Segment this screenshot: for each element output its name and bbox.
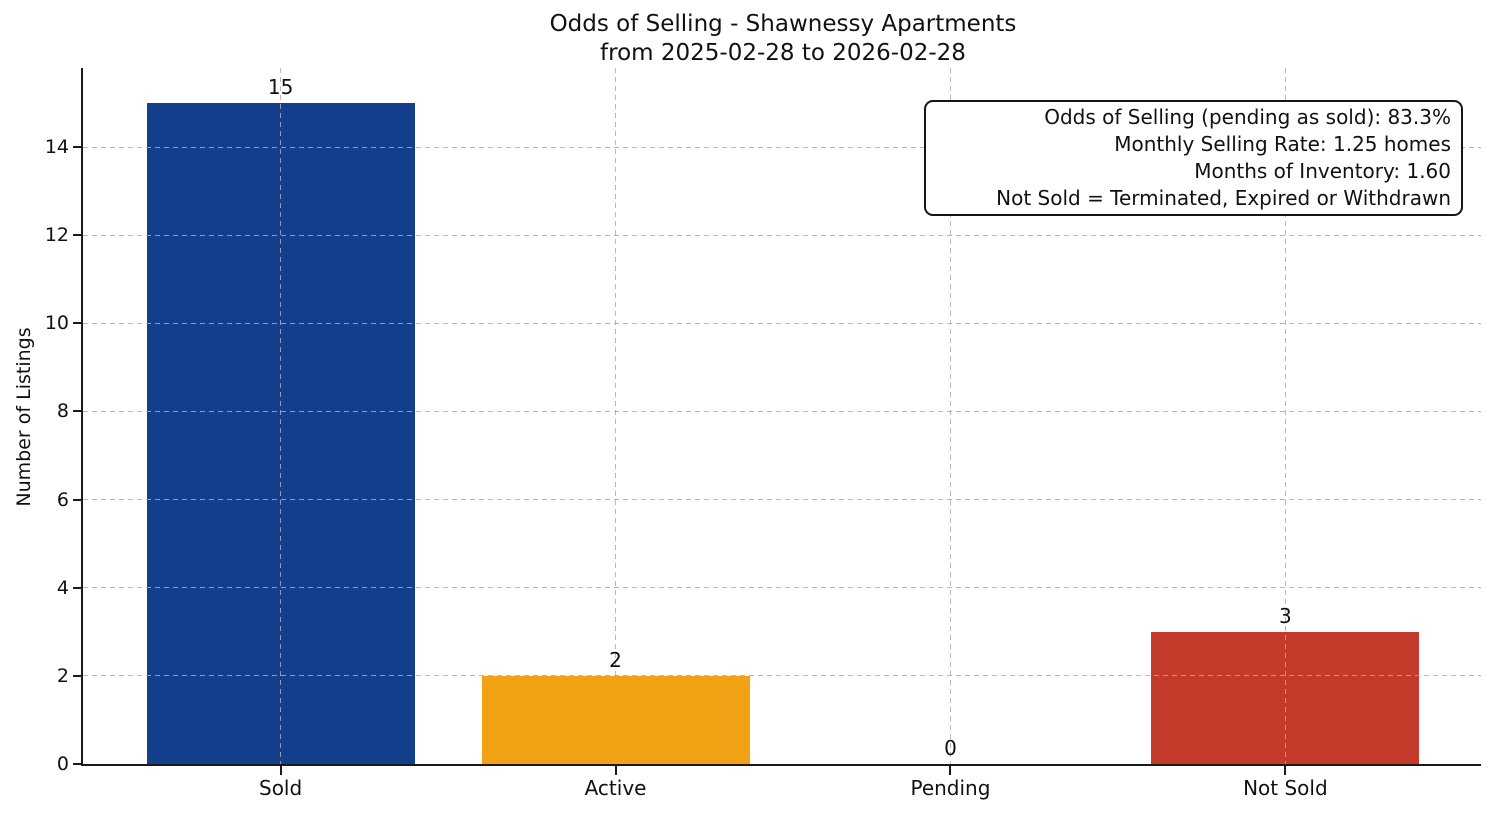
x-tick-mark — [1284, 766, 1287, 775]
annotation-months-of-inventory: Months of Inventory: 1.60 — [1194, 159, 1451, 183]
x-tick-mark — [949, 766, 952, 775]
annotation-not-sold-definition: Not Sold = Terminated, Expired or Withdr… — [996, 186, 1451, 210]
x-tick-label-not-sold: Not Sold — [1243, 776, 1328, 800]
y-tick-mark — [73, 763, 81, 765]
y-tick-mark — [73, 322, 81, 325]
y-tick-mark — [73, 410, 81, 413]
y-tick-mark — [73, 146, 81, 149]
chart-title-line1: Odds of Selling - Shawnessy Apartments — [549, 11, 1017, 37]
annotation-monthly-selling-rate: Monthly Selling Rate: 1.25 homes — [1114, 132, 1451, 156]
x-tick-label-active: Active — [584, 776, 647, 800]
x-tick-label-pending: Pending — [910, 776, 991, 800]
y-tick-label: 0 — [56, 753, 69, 775]
bar-value-pending: 0 — [944, 736, 957, 760]
x-tick-label-sold: Sold — [259, 776, 303, 800]
annotation-odds-of-selling: Odds of Selling (pending as sold): 83.3% — [1044, 105, 1451, 129]
y-tick-label: 12 — [44, 224, 69, 247]
y-tick-label: 2 — [56, 664, 69, 687]
y-tick-mark — [73, 586, 81, 589]
chart-title: Odds of Selling - Shawnessy Apartments f… — [81, 10, 1485, 68]
y-tick-label: 4 — [56, 576, 69, 599]
y-tick-mark — [73, 234, 81, 237]
y-tick-mark — [73, 674, 81, 677]
y-axis-label: Number of Listings — [13, 327, 35, 507]
x-tick-mark — [279, 766, 282, 775]
value-label-layer: 15 Sold 2 Active 0 Pending 3 Not Sold — [83, 68, 1481, 800]
bar-value-active: 2 — [609, 647, 622, 672]
bar-value-not-sold: 3 — [1279, 603, 1292, 628]
x-tick-mark — [614, 766, 617, 775]
stats-annotation-box: Odds of Selling (pending as sold): 83.3%… — [924, 100, 1463, 216]
y-tick-label: 14 — [44, 136, 69, 159]
bar-value-sold: 15 — [267, 75, 294, 100]
y-tick-mark — [73, 498, 81, 501]
chart-title-line2: from 2025-02-28 to 2026-02-28 — [600, 40, 966, 66]
